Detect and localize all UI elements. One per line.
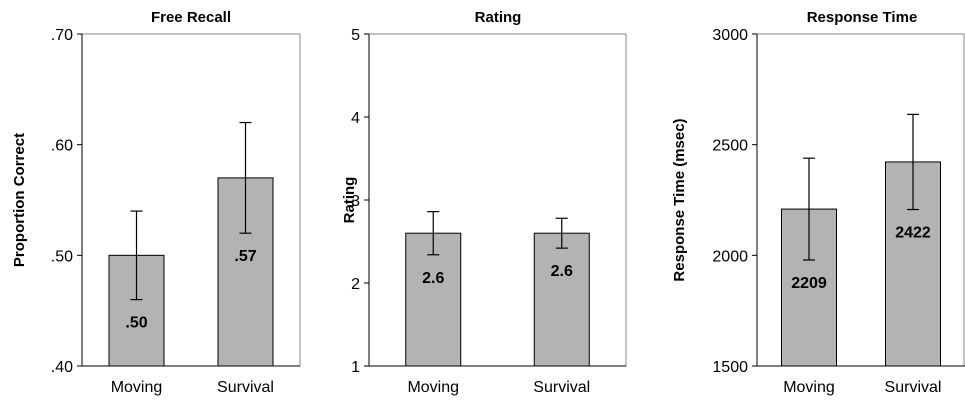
free-recall-title: Free Recall: [151, 9, 231, 26]
response-time-data-label: 2209: [791, 275, 827, 292]
rating-bar-survival: [533, 232, 590, 367]
free-recall-data-label: .57: [234, 248, 256, 265]
response-time-x-tick-label: Survival: [885, 379, 942, 396]
response-time-panel: Response Time 1500 2000 2500 3000 Response Ti…: [671, 9, 965, 396]
response-time-y-tick-label: 2000: [712, 248, 748, 265]
rating-y-tick-label: 1: [351, 359, 360, 376]
rating-data-label: 2.6: [422, 270, 444, 287]
rating-y-tick-label: 4: [351, 110, 360, 127]
free-recall-y-tick-label: .70: [51, 27, 73, 44]
rating-title: Rating: [475, 9, 522, 26]
rating-y-tick-label: 3: [351, 193, 360, 210]
rating-panel: Rating 1 2 3 4 5 Rating 2.6 Moving 2.6 Survival: [341, 9, 627, 396]
free-recall-x-tick-label: Moving: [111, 379, 163, 396]
free-recall-x-tick-label: Survival: [217, 379, 274, 396]
free-recall-panel: Free Recall .40 .50 .60 .70 Proportion Correc…: [11, 9, 301, 396]
rating-x-tick-label: Survival: [533, 379, 590, 396]
response-time-x-tick-label: Moving: [783, 379, 835, 396]
response-time-y-tick-label: 1500: [712, 359, 748, 376]
free-recall-y-tick-label: .60: [51, 138, 73, 155]
rating-y-axis-title: Rating: [341, 177, 358, 224]
free-recall-data-label: .50: [125, 315, 147, 332]
free-recall-y-axis-title: Proportion Correct: [11, 133, 28, 267]
free-recall-y-tick-label: .50: [51, 248, 73, 265]
response-time-data-label: 2422: [895, 225, 931, 242]
response-time-y-tick-label: 3000: [712, 27, 748, 44]
rating-y-tick-label: 2: [351, 276, 360, 293]
rating-y-tick-label: 5: [351, 27, 360, 44]
response-time-y-tick-label: 2500: [712, 138, 748, 155]
free-recall-y-tick-label: .40: [51, 359, 73, 376]
response-time-title: Response Time: [807, 9, 918, 26]
rating-data-label: 2.6: [551, 263, 573, 280]
response-time-y-axis-title: Response Time (msec): [671, 118, 688, 281]
rating-x-tick-label: Moving: [407, 379, 459, 396]
